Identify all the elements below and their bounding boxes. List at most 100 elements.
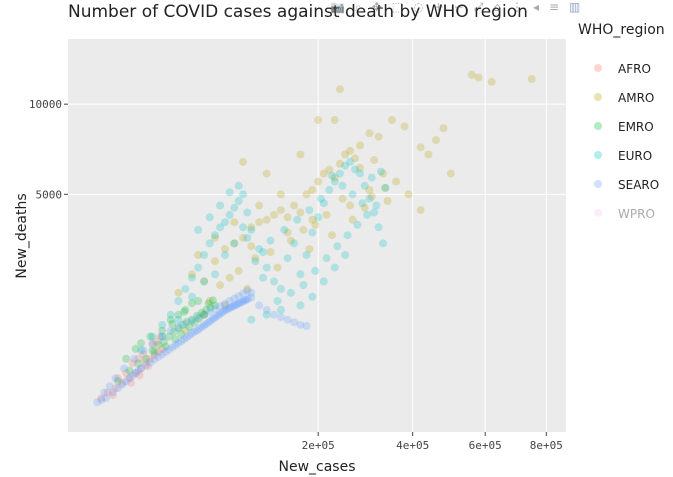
data-point xyxy=(122,369,131,378)
data-point xyxy=(97,394,106,403)
data-point xyxy=(365,194,374,203)
zoom-icon[interactable]: ⌕ xyxy=(354,0,362,14)
data-point xyxy=(125,374,134,383)
data-point xyxy=(182,333,191,342)
pan-icon[interactable]: ✥ xyxy=(371,0,382,14)
data-point xyxy=(247,288,256,297)
data-point xyxy=(335,159,344,168)
data-point xyxy=(230,239,239,248)
legend-title: WHO_region xyxy=(578,22,665,38)
data-point xyxy=(131,369,140,378)
data-point xyxy=(103,388,112,397)
legend-item-afro[interactable]: AFRO xyxy=(594,62,651,76)
data-point xyxy=(205,213,214,222)
data-point xyxy=(319,277,328,286)
data-point xyxy=(262,310,271,319)
data-point xyxy=(161,348,170,356)
data-point xyxy=(108,388,117,397)
data-point xyxy=(202,319,211,328)
data-point xyxy=(146,332,155,341)
x-tick-label: 8e+05 xyxy=(530,439,563,452)
data-point xyxy=(205,307,214,316)
data-point xyxy=(141,358,150,367)
data-point xyxy=(113,374,122,383)
data-point xyxy=(230,301,239,310)
zoom-in-icon[interactable]: + xyxy=(433,0,444,14)
legend-marker xyxy=(594,64,602,72)
data-point xyxy=(283,254,292,263)
data-point xyxy=(228,302,237,311)
legend-item-amro[interactable]: AMRO xyxy=(594,91,654,105)
data-point xyxy=(276,305,285,314)
data-point xyxy=(243,286,252,295)
box-select-icon[interactable]: ⬚ xyxy=(391,0,404,14)
data-point xyxy=(178,320,187,329)
legend-item-emro[interactable]: EMRO xyxy=(594,120,654,134)
data-point xyxy=(424,150,433,159)
data-point xyxy=(174,324,183,333)
data-point xyxy=(302,322,311,330)
data-point xyxy=(154,348,163,356)
data-point xyxy=(328,231,336,240)
zoom-out-icon[interactable]: − xyxy=(453,0,464,14)
data-point xyxy=(255,218,264,227)
data-point xyxy=(144,362,153,371)
data-point xyxy=(308,228,317,237)
data-point xyxy=(266,248,275,256)
data-point xyxy=(221,218,229,227)
data-point xyxy=(188,270,196,279)
data-point xyxy=(93,398,102,407)
data-point xyxy=(232,300,241,309)
data-point xyxy=(230,294,239,303)
spike-lines-icon[interactable]: ⋮ xyxy=(510,0,523,14)
data-point xyxy=(467,70,476,79)
data-point xyxy=(137,364,145,373)
data-point xyxy=(181,284,190,293)
data-point xyxy=(168,319,177,328)
legend-item-wpro[interactable]: WPRO xyxy=(594,207,655,221)
data-point xyxy=(308,186,317,194)
data-point xyxy=(131,344,140,353)
data-point xyxy=(330,173,339,182)
data-point xyxy=(158,332,167,341)
data-point xyxy=(159,337,168,346)
data-point xyxy=(351,154,360,163)
series-afro xyxy=(97,332,167,403)
data-point xyxy=(205,239,214,248)
data-point xyxy=(392,177,401,186)
data-point xyxy=(204,299,213,308)
autoscale-icon[interactable]: ⤢ xyxy=(473,0,484,14)
data-point xyxy=(416,143,425,152)
data-point xyxy=(206,316,215,325)
y-tick-label: 5000 xyxy=(36,188,63,201)
hover-compare-icon[interactable]: ≡ xyxy=(548,0,560,14)
data-point xyxy=(188,316,196,325)
data-point xyxy=(439,124,448,133)
plotly-logo-icon[interactable]: ▥ xyxy=(569,0,581,14)
data-point xyxy=(286,288,295,297)
data-point xyxy=(169,327,178,336)
data-point xyxy=(102,394,111,403)
data-point xyxy=(208,296,217,305)
data-point xyxy=(230,218,239,227)
data-point xyxy=(208,315,217,324)
legend-item-euro[interactable]: EURO xyxy=(594,149,652,163)
camera-icon[interactable]: 📷 xyxy=(330,0,345,14)
hover-closest-icon[interactable]: ◂ xyxy=(532,0,539,14)
data-point xyxy=(233,300,242,308)
data-point xyxy=(200,251,209,259)
legend-label: EMRO xyxy=(618,120,654,134)
data-point xyxy=(125,374,134,383)
lasso-icon[interactable]: ◌ xyxy=(413,0,424,14)
data-point xyxy=(166,310,175,319)
data-point xyxy=(211,231,219,240)
data-point xyxy=(338,181,347,190)
data-point xyxy=(251,254,260,263)
data-point xyxy=(527,75,536,83)
legend-marker xyxy=(594,209,602,217)
reset-axes-icon[interactable]: ⌂ xyxy=(493,0,501,14)
data-point xyxy=(166,315,175,324)
data-point xyxy=(180,307,189,316)
x-axis-title: New_cases xyxy=(278,459,355,475)
legend-item-searo[interactable]: SEARO xyxy=(594,178,659,192)
